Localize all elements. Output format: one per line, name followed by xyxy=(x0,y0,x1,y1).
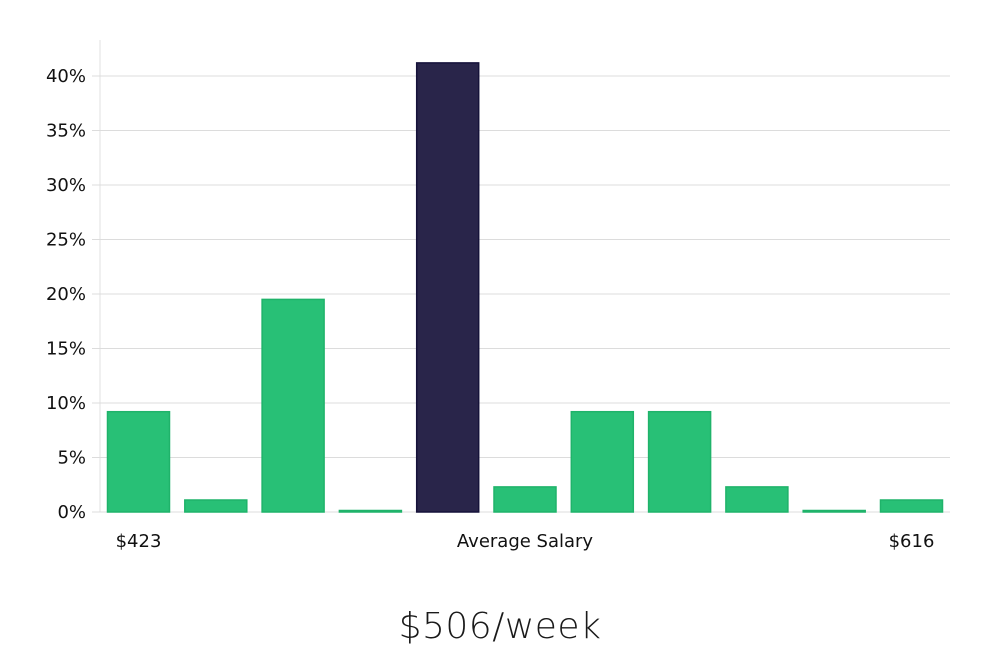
bar xyxy=(802,509,866,513)
y-tick-label: 20% xyxy=(46,284,86,305)
bar xyxy=(879,499,944,513)
bar xyxy=(570,410,635,513)
y-tick-label: 0% xyxy=(57,502,86,523)
y-tick-label: 10% xyxy=(46,393,86,414)
y-tick-label: 40% xyxy=(46,66,86,87)
bar xyxy=(493,486,557,513)
y-tick-label: 5% xyxy=(57,448,86,469)
x-axis-label: Average Salary xyxy=(457,531,594,552)
y-tick-label: 35% xyxy=(46,121,86,142)
bar-highlight xyxy=(415,62,480,513)
gridlines xyxy=(92,40,950,513)
x-axis-label: $616 xyxy=(889,531,935,552)
y-tick-label: 15% xyxy=(46,339,86,360)
y-tick-label: 25% xyxy=(46,230,86,251)
bar xyxy=(725,486,789,513)
y-axis-ticks: 0% 5% 10% 15% 20% 25% 30% 35% 40% xyxy=(46,66,86,523)
x-axis-label: $423 xyxy=(116,531,162,552)
salary-distribution-chart: 0% 5% 10% 15% 20% 25% 30% 35% 40% $423 Average Sa… xyxy=(46,40,950,552)
x-axis-labels: $423 Average Salary $616 xyxy=(116,531,935,552)
bars xyxy=(106,62,944,513)
bar xyxy=(184,499,248,513)
bar xyxy=(261,298,325,513)
y-tick-label: 30% xyxy=(46,175,86,196)
bar xyxy=(647,410,712,513)
bar xyxy=(338,509,403,513)
bar xyxy=(106,410,171,513)
average-salary-value: $506/week xyxy=(398,606,602,647)
